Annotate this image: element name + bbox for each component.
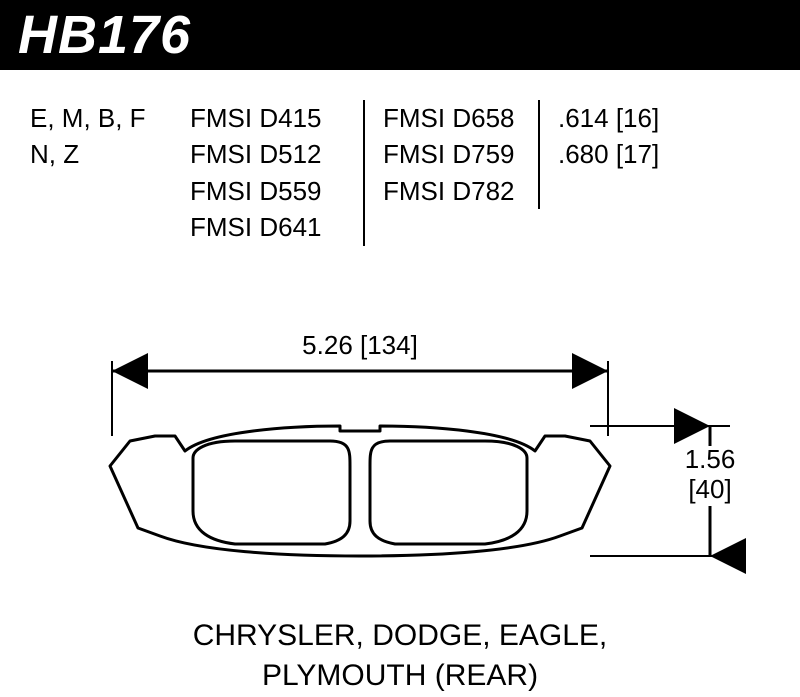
pad-outline (110, 426, 610, 556)
compounds-column: E, M, B, F N, Z (30, 100, 190, 173)
spec-table: E, M, B, F N, Z FMSI D415 FMSI D512 FMSI… (30, 100, 770, 246)
application-caption: CHRYSLER, DODGE, EAGLE, PLYMOUTH (REAR) (30, 616, 770, 697)
header-bar: HB176 (0, 0, 800, 70)
thickness-column: .614 [16] .680 [17] (540, 100, 659, 173)
part-number: HB176 (18, 5, 191, 65)
height-label-2: [40] (688, 474, 731, 504)
compounds-line: N, Z (30, 136, 180, 172)
brake-pad-diagram: 5.26 [134] 1.56 [40] (30, 276, 770, 596)
fmsi-code: FMSI D641 (190, 209, 345, 245)
fmsi-code: FMSI D559 (190, 173, 345, 209)
diagram-svg: 5.26 [134] 1.56 [40] (30, 276, 790, 596)
inner-pad-right (370, 441, 527, 544)
caption-line: PLYMOUTH (REAR) (30, 656, 770, 697)
fmsi-code: FMSI D658 (383, 100, 520, 136)
content-area: E, M, B, F N, Z FMSI D415 FMSI D512 FMSI… (0, 70, 800, 697)
thickness-value: .614 [16] (558, 100, 659, 136)
compounds-line: E, M, B, F (30, 100, 180, 136)
caption-line: CHRYSLER, DODGE, EAGLE, (30, 616, 770, 657)
fmsi-column-b: FMSI D658 FMSI D759 FMSI D782 (365, 100, 540, 209)
fmsi-column-a: FMSI D415 FMSI D512 FMSI D559 FMSI D641 (190, 100, 365, 246)
fmsi-code: FMSI D512 (190, 136, 345, 172)
width-label: 5.26 [134] (302, 330, 418, 360)
thickness-value: .680 [17] (558, 136, 659, 172)
height-label-1: 1.56 (685, 444, 736, 474)
fmsi-code: FMSI D782 (383, 173, 520, 209)
fmsi-code: FMSI D415 (190, 100, 345, 136)
inner-pad-left (193, 441, 350, 544)
fmsi-code: FMSI D759 (383, 136, 520, 172)
